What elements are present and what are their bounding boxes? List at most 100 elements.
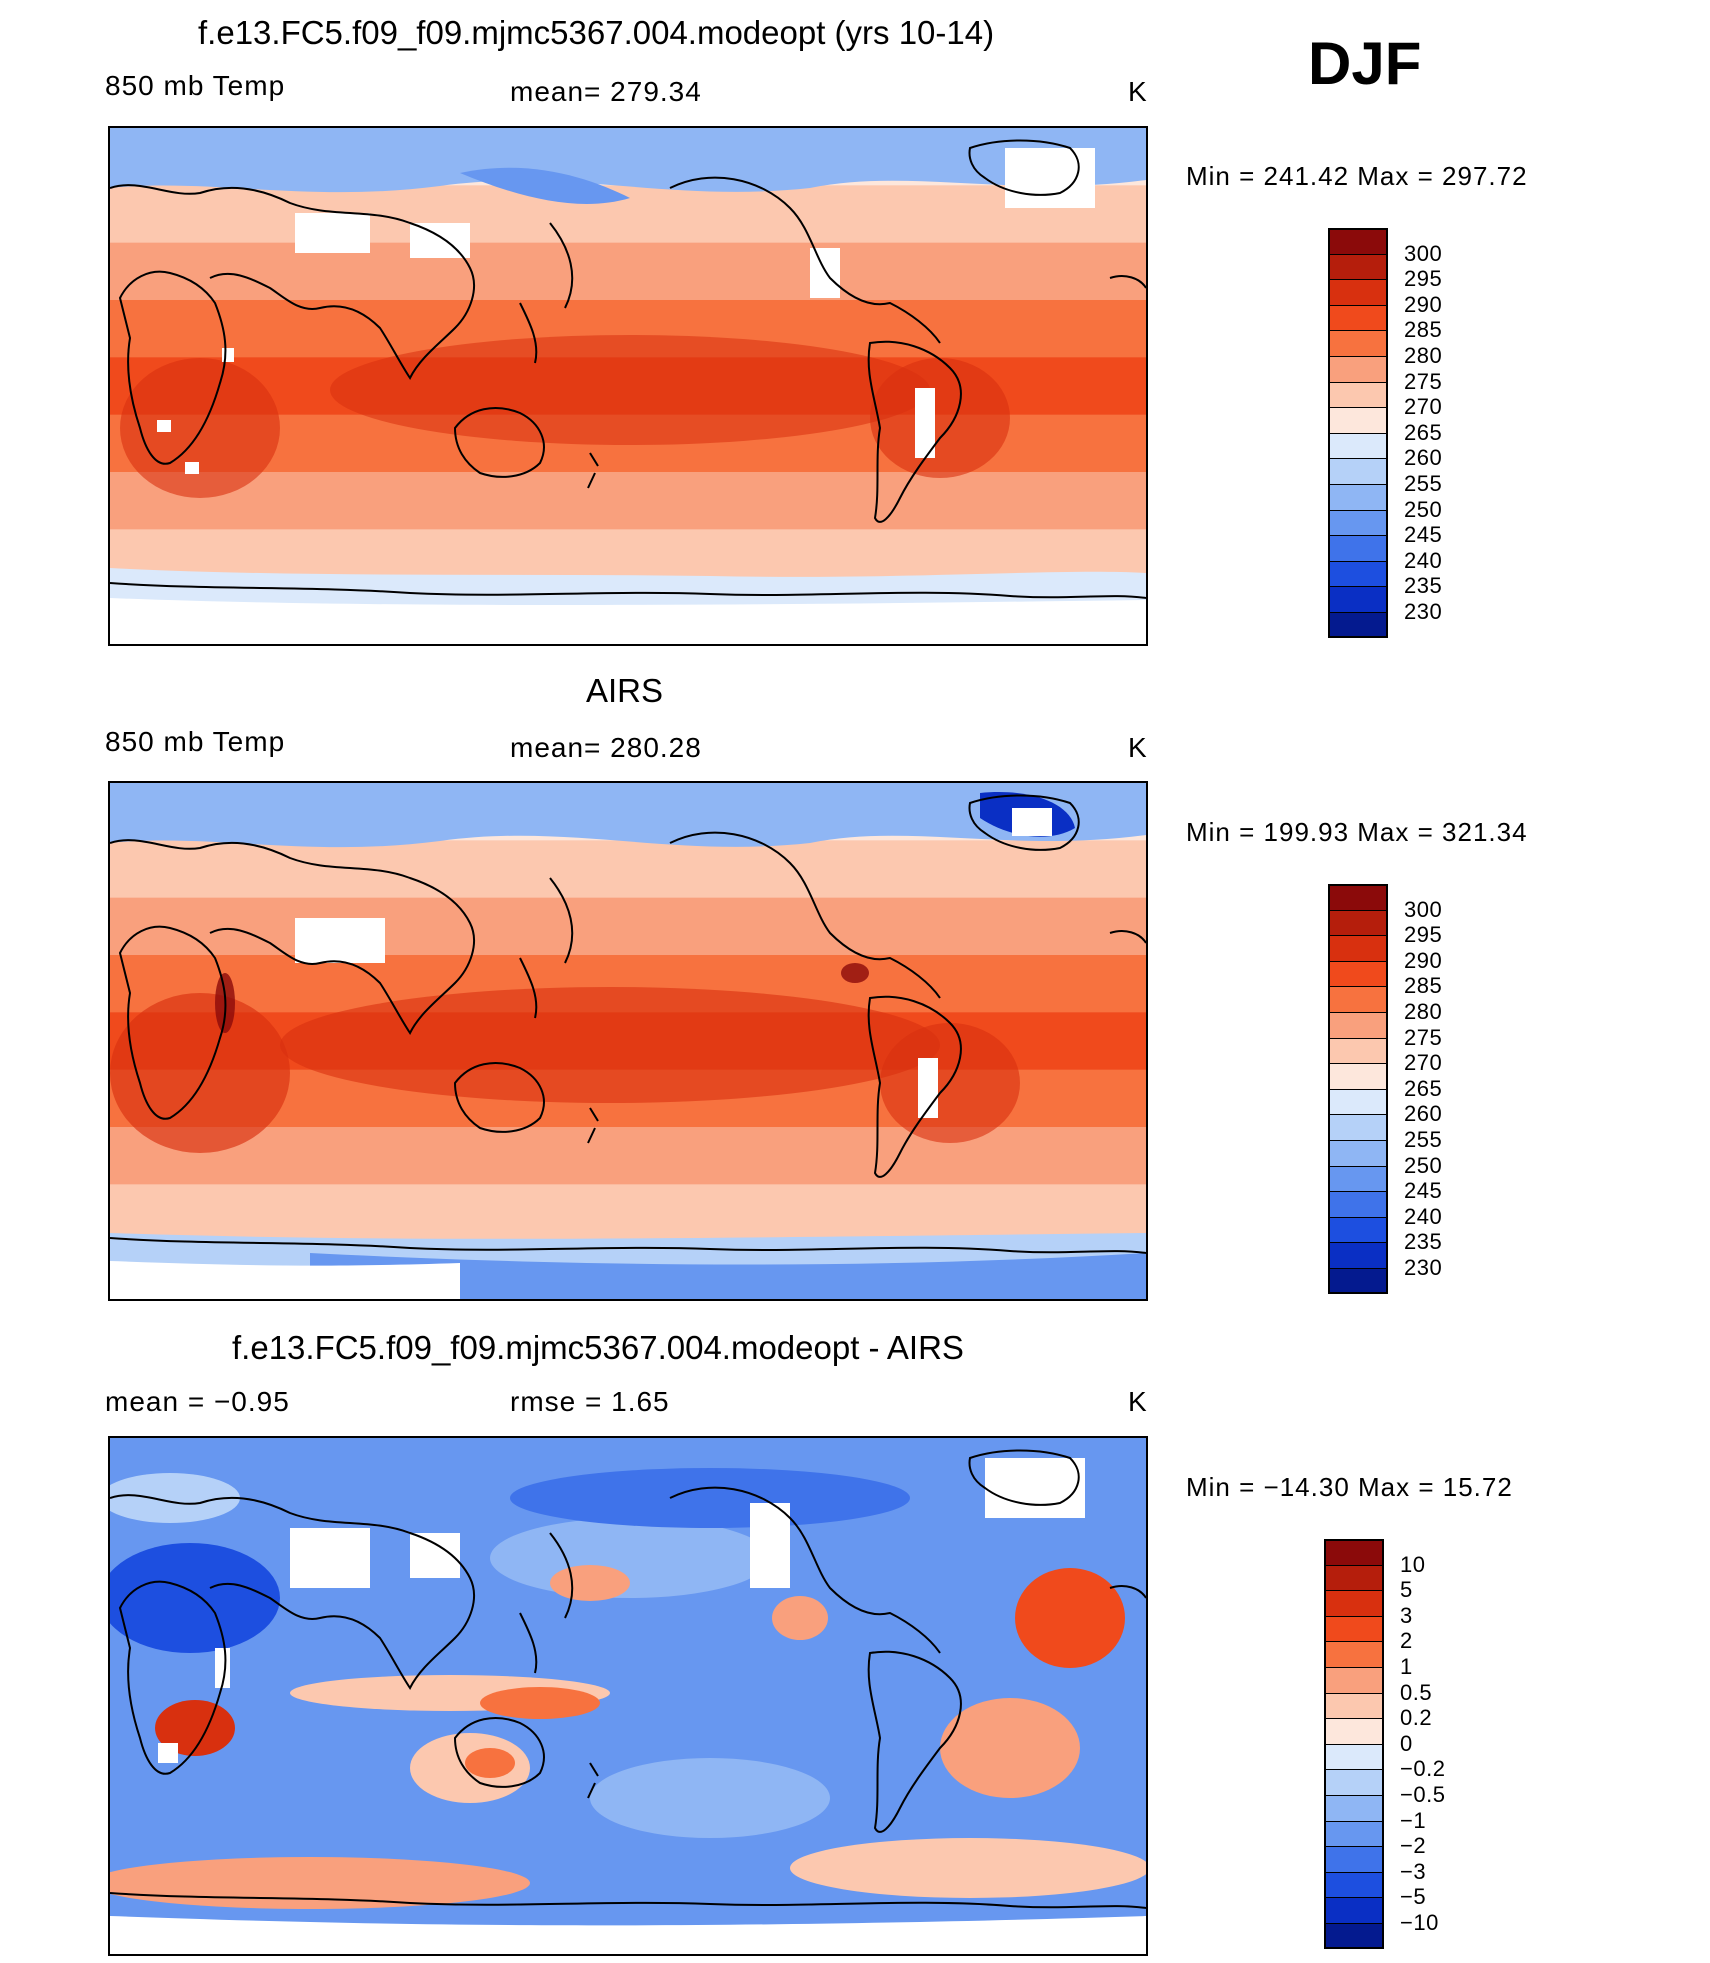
- panel3-mean: mean = −0.95: [105, 1386, 290, 1417]
- colorbar-swatch: [1328, 1216, 1388, 1243]
- missing-data-obs: [295, 808, 1052, 1118]
- colorbar-swatch: [1328, 509, 1388, 536]
- colorbar-label: 3: [1400, 1602, 1413, 1628]
- colorbar-swatch: [1324, 1871, 1384, 1898]
- coastline: [519, 222, 574, 364]
- colorbar-swatch: [1328, 1012, 1388, 1038]
- colorbar-swatch: [1328, 1088, 1388, 1115]
- colorbar-label: 300: [1404, 240, 1443, 266]
- colorbar-swatch: [1328, 228, 1388, 254]
- coastline: [669, 831, 941, 999]
- colorbar-label: 290: [1404, 291, 1443, 317]
- coastline: [968, 794, 1080, 851]
- colorbar-label: 260: [1404, 1101, 1443, 1127]
- colorbar-swatch: [1324, 1846, 1384, 1872]
- colorbar-label: 2: [1400, 1628, 1413, 1654]
- temp-band: [110, 242, 1146, 301]
- colorbar-label: 280: [1404, 999, 1443, 1024]
- map-obs: [110, 783, 1146, 1299]
- colorbar-swatch: [1328, 1114, 1388, 1140]
- coastlines-diff: [110, 1449, 1146, 1909]
- colorbar-label: 250: [1404, 1152, 1443, 1178]
- coastline: [110, 839, 475, 1035]
- colorbar-label: 275: [1404, 1024, 1443, 1050]
- colorbar-swatch: [1328, 909, 1388, 936]
- colorbar-swatch: [1324, 1743, 1384, 1770]
- colorbar-swatch: [1324, 1667, 1384, 1693]
- colorbar-swatch: [1328, 1191, 1388, 1217]
- coastline: [118, 925, 227, 1120]
- map-panel-model: [108, 126, 1148, 646]
- colorbar-label: 240: [1404, 1203, 1443, 1229]
- colorbar-swatch: [1328, 612, 1388, 638]
- coastline: [453, 1717, 545, 1788]
- panel3-title: f.e13.FC5.f09_f09.mjmc5367.004.modeopt -…: [232, 1329, 964, 1366]
- colorbar-swatch: [1324, 1590, 1384, 1616]
- map-diff: [110, 1438, 1146, 1954]
- colorbar-swatch: [1328, 535, 1388, 561]
- colorbar-frame: [1328, 228, 1388, 638]
- coastlines-obs: [110, 794, 1146, 1254]
- cold-regions-model: [110, 128, 1146, 644]
- colorbar-swatch: [1328, 356, 1388, 382]
- colorbar-label: −10: [1400, 1910, 1439, 1935]
- coastline: [110, 1494, 475, 1690]
- coastline: [110, 184, 475, 380]
- panel2-variable: 850 mb Temp: [105, 726, 286, 757]
- colorbar-label: 300: [1404, 896, 1443, 922]
- coastline: [110, 582, 1146, 599]
- cold-regions-obs: [110, 783, 1146, 1299]
- colorbar-label: −5: [1400, 1884, 1427, 1910]
- colorbar-swatch: [1324, 1923, 1384, 1949]
- coastline: [519, 1532, 574, 1674]
- panel3-minmax: Min = −14.30 Max = 15.72: [1186, 1472, 1513, 1502]
- colorbar-swatch: [1328, 1037, 1388, 1064]
- colorbar-swatch: [1324, 1820, 1384, 1847]
- diff-anomalies: [110, 1468, 1146, 1909]
- temp-band: [110, 840, 1146, 899]
- colorbar-label: 295: [1404, 266, 1443, 292]
- colorbar-label: 260: [1404, 445, 1443, 471]
- colorbar-label: 280: [1404, 343, 1443, 368]
- colorbar-swatch: [1324, 1897, 1384, 1923]
- colorbar-swatch: [1324, 1564, 1384, 1591]
- colorbar-swatch: [1328, 1063, 1388, 1089]
- colorbar-swatch: [1328, 304, 1388, 331]
- colorbar-swatch: [1328, 935, 1388, 961]
- colorbar-label: 230: [1404, 1255, 1443, 1280]
- temp-band: [110, 1127, 1146, 1186]
- colorbar-swatch: [1328, 960, 1388, 987]
- colorbar-label: 235: [1404, 1229, 1443, 1255]
- colorbar-swatch: [1324, 1769, 1384, 1795]
- missing-data-diff: [110, 1458, 1146, 1954]
- colorbar-swatch: [1328, 1165, 1388, 1192]
- season-label: DJF: [1308, 30, 1422, 97]
- coastline: [118, 1580, 227, 1775]
- colorbar-label: 255: [1404, 471, 1443, 496]
- temp-band: [110, 472, 1146, 531]
- colorbar-label: 265: [1404, 419, 1443, 445]
- colorbar-label: −3: [1400, 1858, 1427, 1884]
- colorbar-label: −0.5: [1400, 1782, 1446, 1807]
- colorbar-swatch: [1328, 381, 1388, 408]
- coastline: [1109, 275, 1146, 289]
- colorbar-swatch: [1328, 1268, 1388, 1294]
- colorbar-swatch: [1328, 1140, 1388, 1166]
- coastline: [587, 452, 599, 489]
- panel1-variable: 850 mb Temp: [105, 70, 286, 101]
- colorbar-label: 245: [1404, 1178, 1443, 1204]
- colorbar-swatch: [1328, 330, 1388, 356]
- colorbar-label: 295: [1404, 922, 1443, 948]
- colorbar-label: 10: [1400, 1551, 1426, 1577]
- colorbar-label: 1: [1400, 1654, 1413, 1679]
- colorbar-label: 290: [1404, 947, 1443, 973]
- colorbar-swatch: [1328, 986, 1388, 1012]
- panel1-minmax: Min = 241.42 Max = 297.72: [1186, 161, 1528, 191]
- colorbar-label: 255: [1404, 1127, 1443, 1152]
- colorbar-label: 5: [1400, 1577, 1413, 1603]
- warm-pool-obs: [110, 963, 1020, 1153]
- temp-band: [110, 185, 1146, 244]
- panel2-units: K: [1128, 732, 1148, 763]
- panel2-minmax: Min = 199.93 Max = 321.34: [1186, 817, 1528, 847]
- map-model: [110, 128, 1146, 644]
